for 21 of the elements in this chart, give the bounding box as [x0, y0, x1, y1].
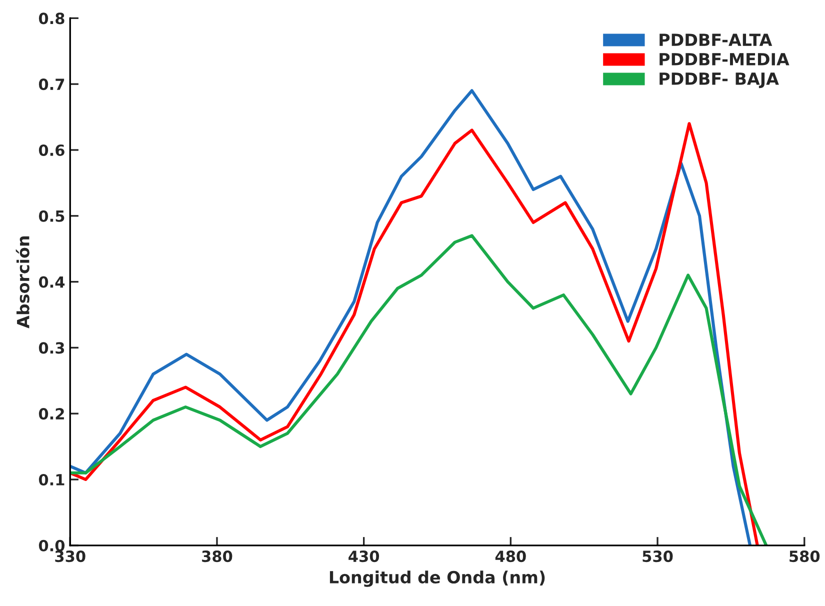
x-tick-label: 530: [642, 550, 673, 562]
y-tick-label: 0.8: [38, 12, 64, 24]
y-tick-label: 0.5: [38, 210, 64, 222]
y-tick-label: 0.3: [38, 342, 64, 354]
y-axis-title: Absorción: [16, 236, 30, 328]
y-tick-label: 0.4: [38, 276, 65, 288]
y-tick-label: 0.1: [38, 474, 64, 486]
x-tick-label: 580: [790, 550, 820, 562]
legend-label: PDDBF-ALTA: [660, 34, 772, 46]
x-tick-label: 430: [348, 550, 380, 562]
x-axis-title: Longitud de Onda (nm): [330, 570, 545, 587]
y-tick-label: 0.0: [38, 540, 65, 552]
y-tick-label: 0.6: [38, 144, 64, 156]
x-tick-label: 330: [55, 550, 86, 562]
y-tick-label: 0.2: [38, 408, 64, 420]
legend-label: PDDBF- BAJA: [660, 72, 779, 88]
x-tick-label: 380: [202, 550, 232, 562]
y-tick-label: 0.7: [38, 78, 64, 90]
x-tick-label: 480: [495, 550, 526, 562]
line-series: [70, 234, 768, 546]
legend-label: PDDBF-MEDIA: [660, 53, 790, 66]
